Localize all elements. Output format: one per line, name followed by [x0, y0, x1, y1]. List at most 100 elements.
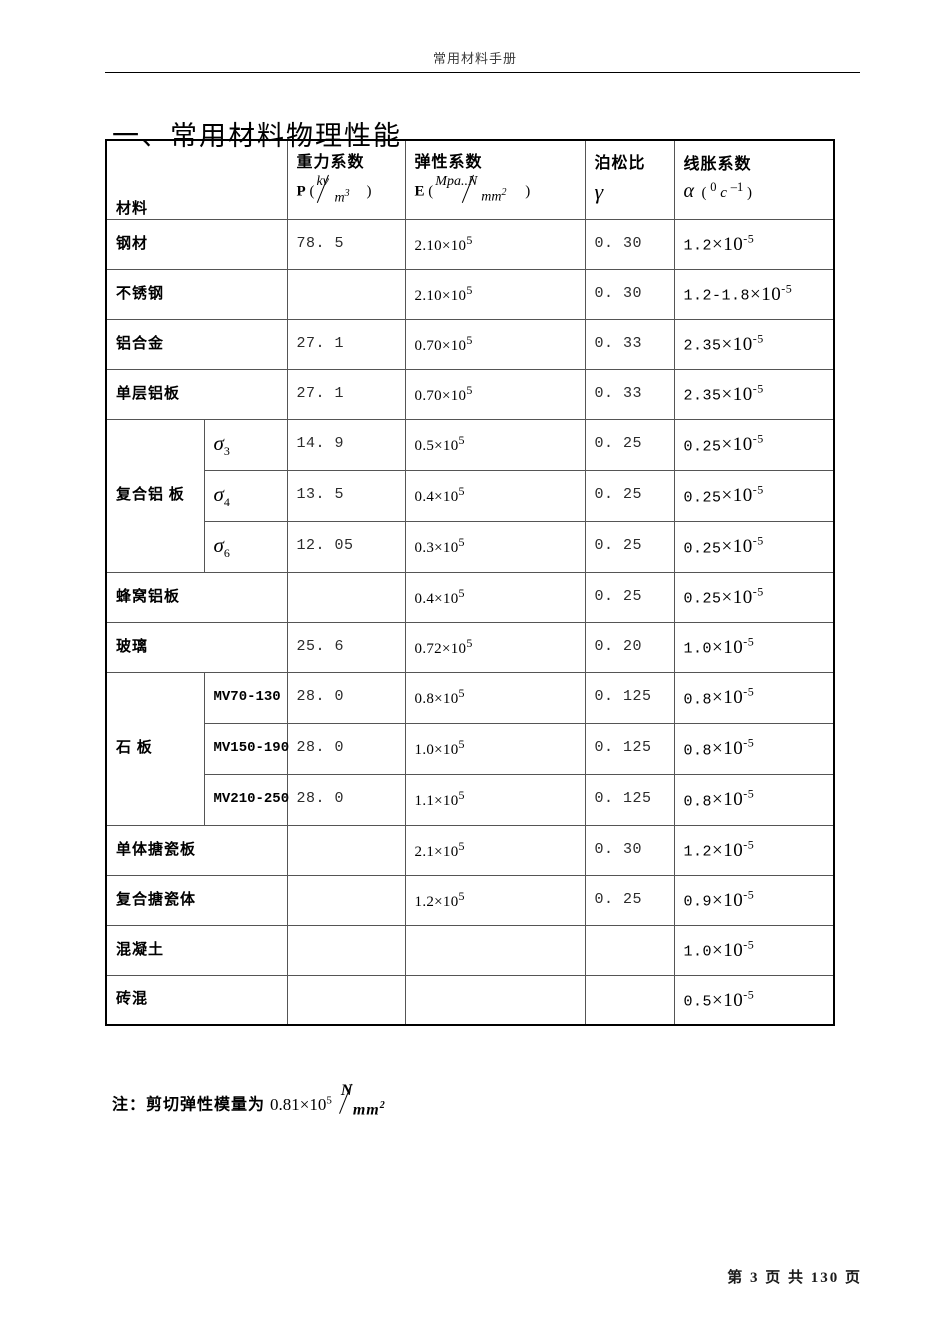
table-row: 钢材 78. 5 2.10×105 0. 30 1.2×10-5	[105, 218, 835, 270]
cell-elastic: 0.5×105	[404, 418, 586, 471]
cell-gravity: 14. 9	[286, 418, 406, 471]
subrow-label-mv210-250: MV210-250	[203, 773, 289, 826]
column-header-thermal-expansion: 线胀系数 α ( 0 c –1 )	[673, 139, 835, 220]
cell-gravity: 28. 0	[286, 773, 406, 826]
cell-gravity	[286, 268, 406, 320]
column-header-thermal-title: 线胀系数	[683, 156, 752, 174]
cell-gravity: 28. 0	[286, 722, 406, 775]
row-label-concrete: 混凝土	[105, 924, 288, 976]
physical-properties-table: 材料 重力系数 P (kv m3) 弹性系数 E (Mpa..N mm2) 泊松比 …	[105, 139, 836, 1026]
table-row: 复合铝 板 σ3 14. 9 0.5×105 0. 25 0.25×10-5	[105, 418, 835, 573]
cell-poisson: 0. 20	[584, 621, 675, 673]
cell-gravity: 28. 0	[286, 671, 406, 724]
cell-poisson: 0. 125	[584, 671, 675, 724]
cell-elastic: 1.2×105	[404, 874, 586, 926]
cell-thermal: 2.35×10-5	[673, 368, 835, 420]
note-value: 0.81×105	[270, 1094, 332, 1114]
cell-thermal: 0.25×10-5	[673, 520, 835, 573]
row-label-brick-concrete: 砖混	[105, 974, 288, 1026]
cell-poisson: 0. 30	[584, 268, 675, 320]
cell-gravity: 27. 1	[286, 368, 406, 420]
subrow-label-mv150-190: MV150-190	[203, 722, 289, 775]
cell-elastic: 0.4×105	[404, 469, 586, 522]
cell-poisson: 0. 33	[584, 318, 675, 370]
cell-elastic: 0.4×105	[404, 571, 586, 623]
cell-gravity	[286, 874, 406, 926]
table-row: 单体搪瓷板 2.1×105 0. 30 1.2×10-5	[105, 824, 835, 876]
footer-current-page: 3	[749, 1270, 760, 1286]
subrow-label-sigma3: σ3	[203, 418, 288, 471]
table-row: 混凝土 1.0×10-5	[105, 924, 835, 976]
cell-poisson: 0. 33	[584, 368, 675, 420]
cell-poisson: 0. 30	[584, 218, 675, 270]
cell-elastic: 2.10×105	[404, 218, 586, 270]
footer-prefix: 第	[727, 1270, 745, 1286]
cell-poisson: 0. 25	[584, 520, 675, 573]
cell-gravity	[286, 571, 406, 623]
column-header-gravity-unit: P (kv m3)	[296, 173, 372, 206]
cell-gravity: 25. 6	[286, 621, 406, 673]
header-divider-rule	[105, 72, 860, 73]
table-row: 蜂窝铝板 0.4×105 0. 25 0.25×10-5	[105, 571, 835, 623]
row-group-label-stone-panel: 石 板	[105, 671, 205, 826]
cell-elastic: 0.3×105	[404, 520, 586, 573]
cell-thermal: 0.8×10-5	[673, 722, 835, 775]
cell-gravity: 78. 5	[286, 218, 406, 270]
table-row: 不锈钢 2.10×105 0. 30 1.2-1.8×10-5	[105, 268, 835, 320]
table-row: MV150-190 28. 0 1.0×105 0. 125 0.8×10-5	[106, 722, 835, 775]
footer-suffix: 页	[844, 1270, 862, 1286]
cell-elastic: 1.0×105	[404, 722, 586, 775]
cell-elastic: 1.1×105	[404, 773, 586, 826]
cell-elastic: 2.1×105	[404, 824, 586, 876]
row-label-honeycomb-aluminum-panel: 蜂窝铝板	[105, 571, 288, 623]
cell-elastic: 0.72×105	[404, 621, 586, 673]
cell-gravity	[286, 924, 406, 976]
column-header-material: 材料	[105, 139, 288, 220]
cell-poisson: 0. 30	[584, 824, 675, 876]
subrow-label-mv70-130: MV70-130	[203, 671, 288, 724]
cell-elastic: 2.10×105	[404, 268, 586, 320]
table-row: MV210-250 28. 0 1.1×105 0. 125 0.8×10-5	[106, 773, 835, 826]
column-header-elastic-coefficient: 弹性系数 E (Mpa..N mm2)	[404, 139, 586, 220]
cell-poisson: 0. 25	[584, 571, 675, 623]
subrow-label-sigma4: σ4	[203, 469, 288, 522]
subrow-label-sigma6: σ6	[203, 520, 288, 573]
table-row: 砖混 0.5×10-5	[105, 974, 835, 1026]
row-label-steel: 钢材	[105, 218, 288, 270]
column-header-elastic-title: 弹性系数	[414, 153, 483, 171]
cell-gravity: 27. 1	[286, 318, 406, 370]
row-group-label-composite-aluminum-panel: 复合铝 板	[105, 418, 205, 573]
table-row: 铝合金 27. 1 0.70×105 0. 33 2.35×10-5	[105, 318, 835, 370]
column-header-poisson-unit: γ	[594, 179, 604, 204]
cell-thermal: 0.8×10-5	[673, 671, 835, 724]
cell-poisson: 0. 125	[584, 722, 675, 775]
cell-poisson	[584, 974, 675, 1026]
cell-gravity: 12. 05	[286, 520, 406, 573]
cell-thermal: 1.2×10-5	[673, 824, 835, 876]
footer-total-pages: 130	[810, 1270, 840, 1286]
row-label-glass: 玻璃	[105, 621, 288, 673]
physical-properties-table-wrapper: 材料 重力系数 P (kv m3) 弹性系数 E (Mpa..N mm2) 泊松比 …	[105, 139, 836, 1026]
cell-thermal: 2.35×10-5	[673, 318, 835, 370]
cell-elastic: 0.70×105	[404, 368, 586, 420]
cell-poisson: 0. 25	[584, 418, 675, 471]
table-row: σ4 13. 5 0.4×105 0. 25 0.25×10-5	[106, 469, 835, 522]
cell-thermal: 1.2-1.8×10-5	[673, 268, 835, 320]
table-row: 复合搪瓷体 1.2×105 0. 25 0.9×10-5	[105, 874, 835, 926]
cell-thermal: 0.25×10-5	[673, 418, 835, 471]
cell-thermal: 1.2×10-5	[673, 218, 835, 270]
cell-gravity: 13. 5	[286, 469, 406, 522]
cell-elastic: 0.8×105	[404, 671, 586, 724]
table-row: 单层铝板 27. 1 0.70×105 0. 33 2.35×10-5	[105, 368, 835, 420]
table-row: 玻璃 25. 6 0.72×105 0. 20 1.0×10-5	[105, 621, 835, 673]
column-header-elastic-unit: E (Mpa..N mm2)	[414, 173, 531, 205]
column-header-poisson-title: 泊松比	[594, 155, 646, 172]
note-label: 注：剪切弹性模量为	[112, 1096, 266, 1114]
footer-mid: 页 共	[765, 1270, 805, 1286]
column-header-gravity-title: 重力系数	[296, 153, 365, 171]
cell-thermal: 0.8×10-5	[673, 773, 835, 826]
cell-thermal: 0.25×10-5	[673, 469, 835, 522]
table-row: σ6 12. 05 0.3×105 0. 25 0.25×10-5	[106, 520, 835, 573]
cell-poisson	[584, 924, 675, 976]
